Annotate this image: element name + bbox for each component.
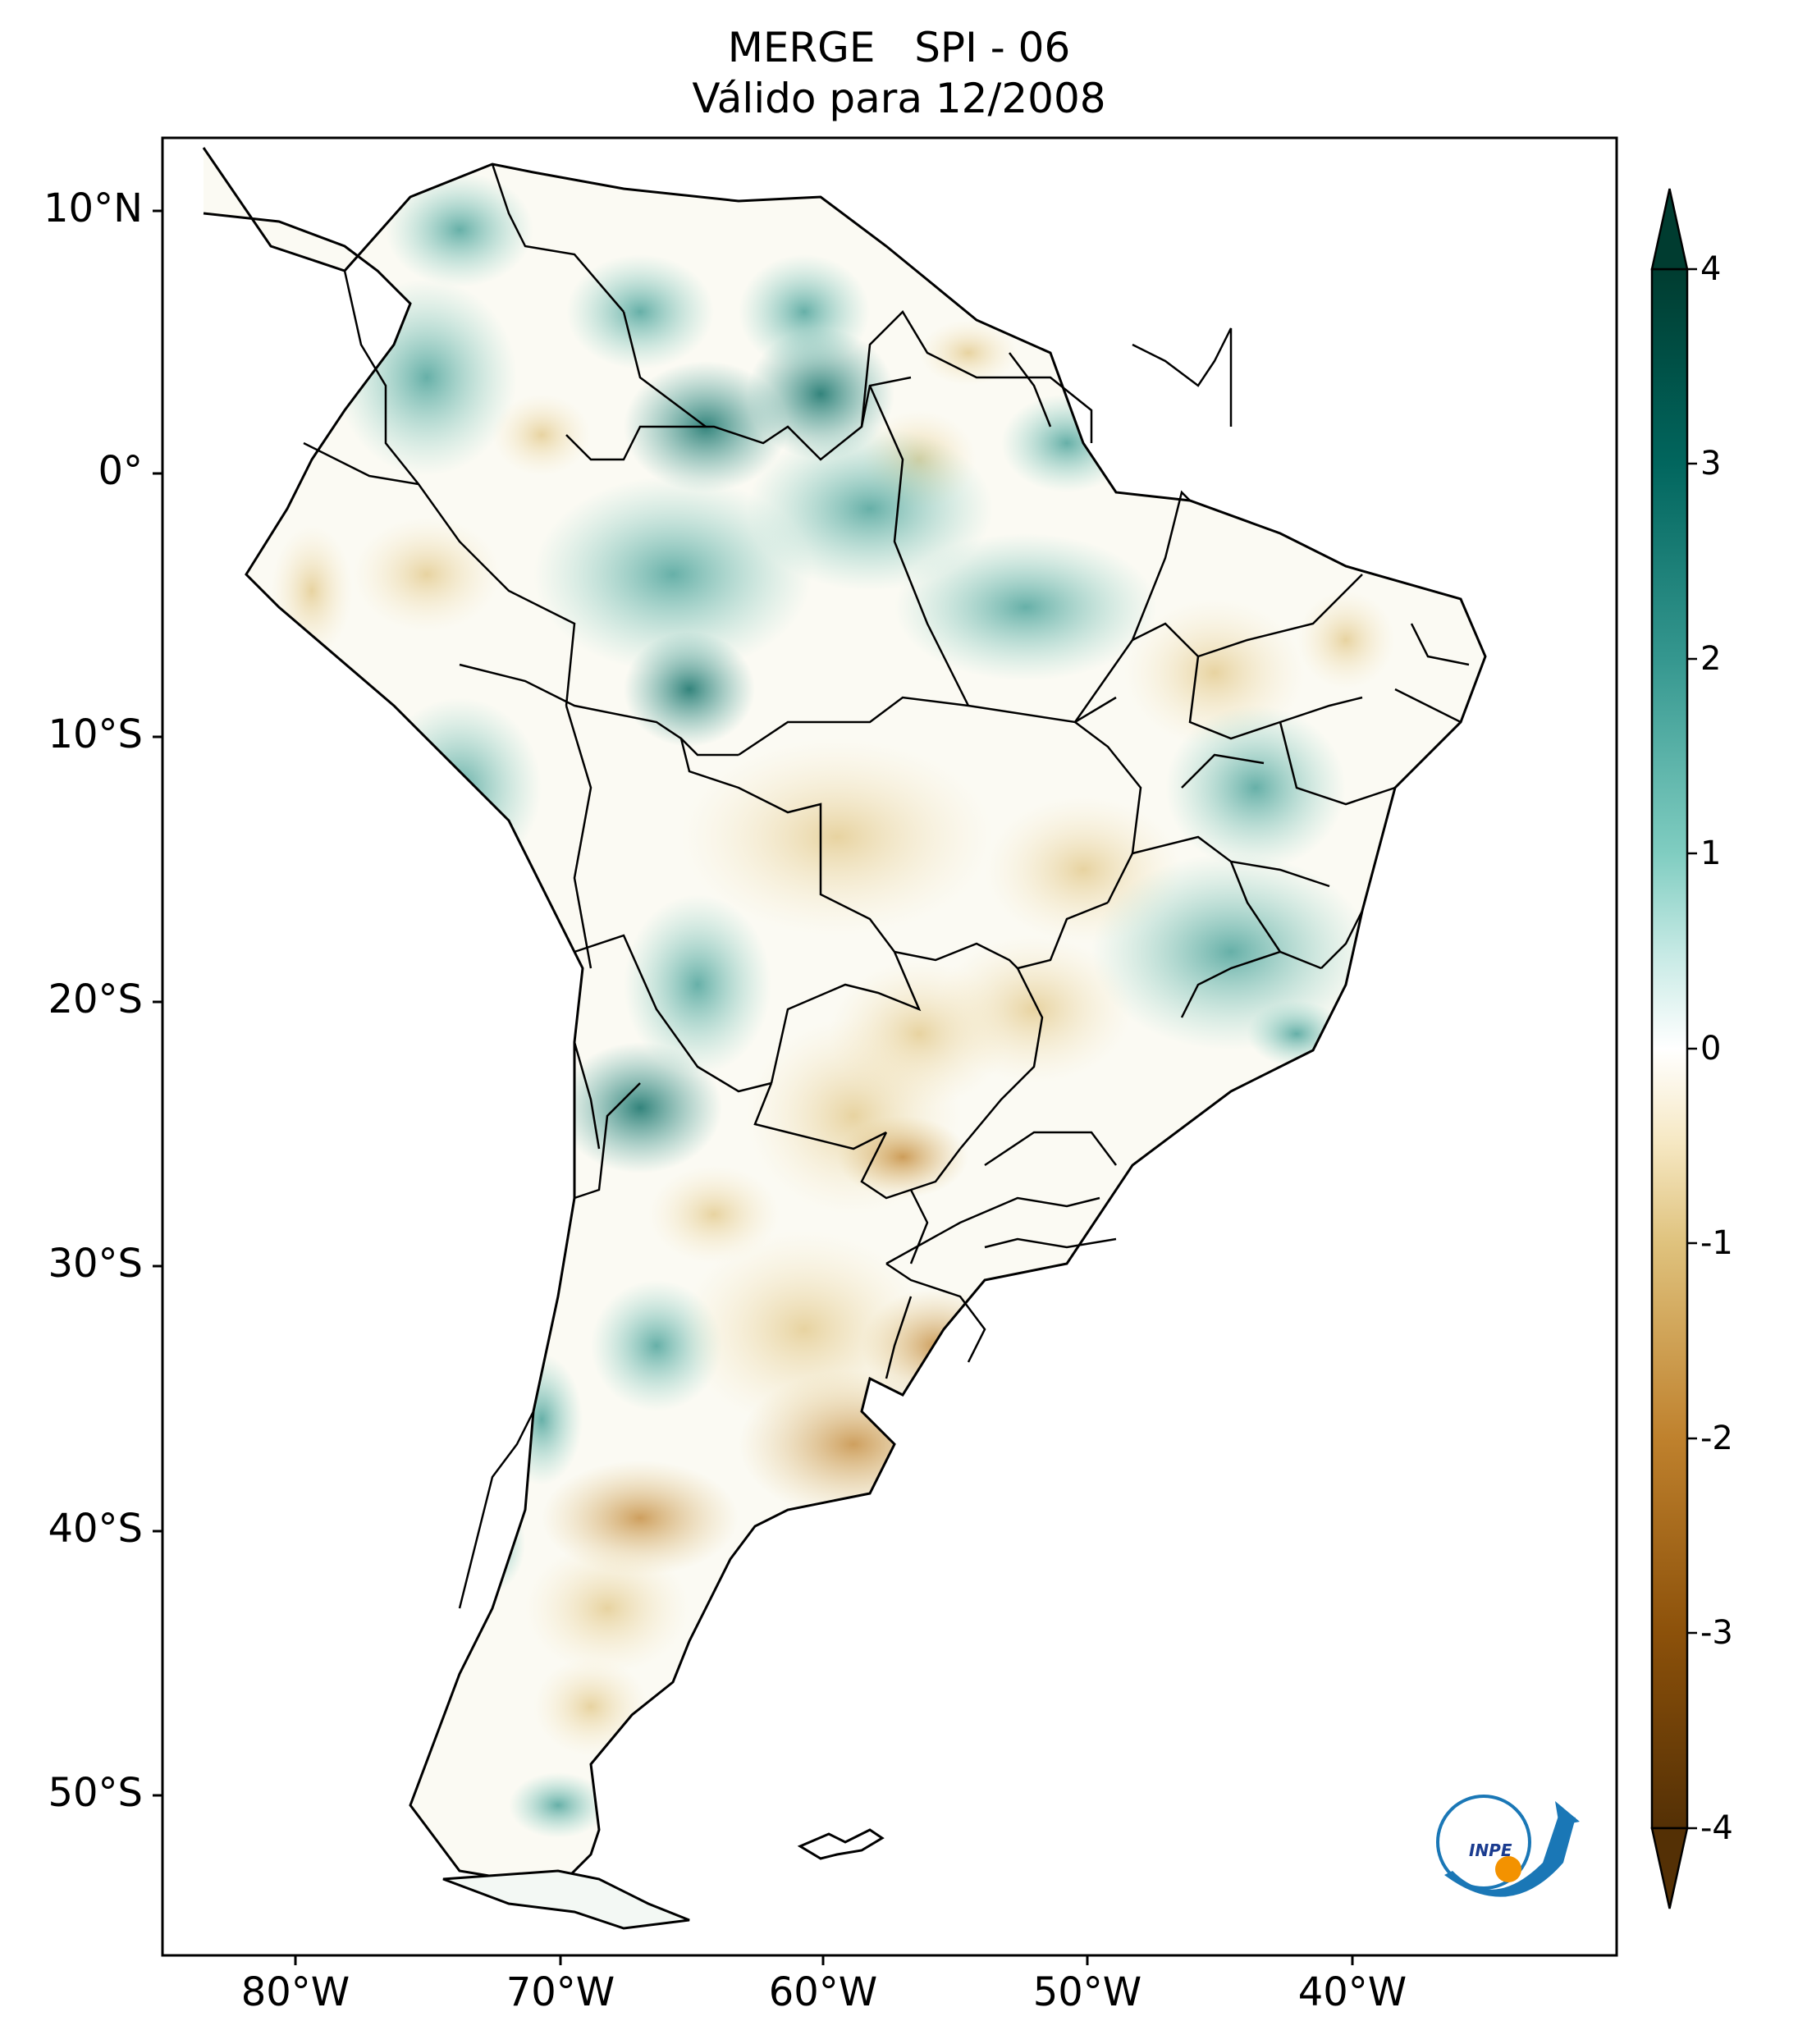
falkland-islands [797, 1828, 885, 1860]
lon-label-70W: 70°W [506, 1969, 615, 2015]
borders [303, 163, 1470, 1609]
colorbar-label-neg1: -1 [1700, 1224, 1733, 1262]
map-title-line2: Válido para 12/2008 [692, 75, 1106, 122]
lat-label-0: 0° [98, 448, 143, 494]
colorbar-label-neg3: -3 [1700, 1614, 1733, 1652]
map-title-line1: MERGE SPI - 06 [727, 24, 1071, 71]
inpe-logo-text: INPE [1469, 1841, 1512, 1860]
lon-label-80W: 80°W [240, 1969, 350, 2015]
colorbar-label-2: 2 [1700, 640, 1722, 678]
inpe-logo: INPE [1436, 1795, 1580, 1897]
lat-label-20S: 20°S [48, 976, 143, 1022]
lon-label-50W: 50°W [1032, 1969, 1142, 2015]
colorbar-label-neg4: -4 [1700, 1809, 1733, 1847]
coastline [202, 147, 1487, 1889]
colorbar-label-1: 1 [1700, 835, 1722, 872]
lat-tick-marks [153, 209, 162, 1797]
colorbar-label-neg2: -2 [1700, 1420, 1733, 1457]
colorbar-label-0: 0 [1700, 1030, 1722, 1068]
colorbar [1650, 188, 1697, 1909]
lon-tick-marks [294, 1955, 1354, 1965]
colorbar-label-3: 3 [1700, 445, 1722, 482]
lat-label-10S: 10°S [48, 711, 143, 757]
lon-label-60W: 60°W [768, 1969, 878, 2015]
colorbar-extend-min [1650, 1827, 1689, 1909]
lon-label-40W: 40°W [1297, 1969, 1407, 2015]
colorbar-label-4: 4 [1700, 250, 1722, 288]
lat-label-50S: 50°S [48, 1770, 143, 1816]
lat-label-30S: 30°S [48, 1241, 143, 1287]
lat-label-40S: 40°S [48, 1506, 143, 1552]
colorbar-extend-max [1650, 188, 1689, 271]
tierra-del-fuego [442, 1869, 690, 1930]
lat-label-10N: 10°N [43, 185, 143, 231]
